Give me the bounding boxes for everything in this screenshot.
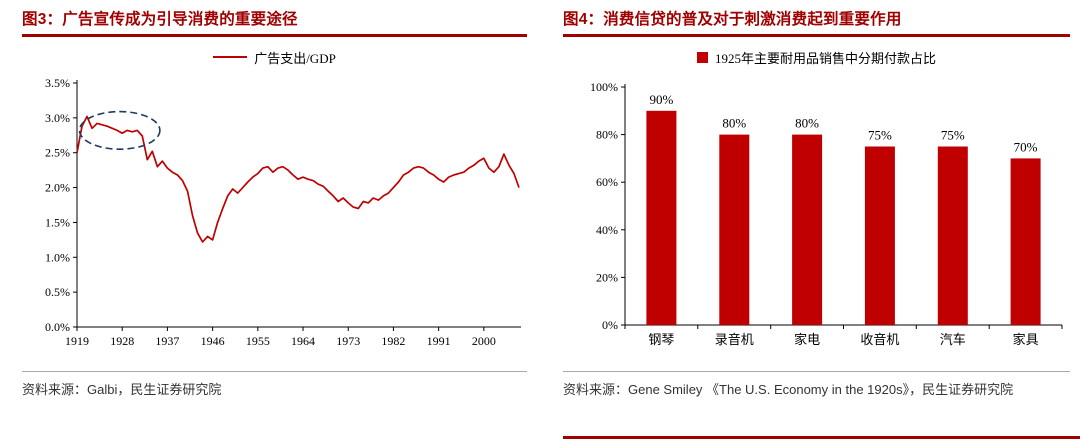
figure4-title: 图4：消费信贷的普及对于刺激消费起到重要作用 [563, 11, 902, 28]
svg-text:1991: 1991 [427, 334, 451, 348]
svg-text:3.5%: 3.5% [45, 76, 70, 90]
bar-3 [864, 146, 895, 325]
figure3-title: 图3：广告宣传成为引导消费的重要途径 [22, 11, 298, 28]
svg-text:家具: 家具 [1013, 332, 1039, 347]
svg-text:钢琴: 钢琴 [648, 332, 674, 347]
figure3-title-underline [22, 34, 527, 37]
figure4-panel: 图4：消费信贷的普及对于刺激消费起到重要作用 1925年主要耐用品销售中分期付款… [563, 0, 1070, 400]
figure3-legend-label: 广告支出/GDP [254, 50, 336, 66]
figure4-title-underline [563, 34, 1070, 37]
bar-5 [1010, 158, 1041, 325]
bar-4 [937, 146, 968, 325]
svg-text:100%: 100% [590, 80, 618, 94]
figure4-legend-label: 1925年主要耐用品销售中分期付款占比 [714, 50, 936, 66]
svg-text:1964: 1964 [291, 334, 315, 348]
svg-text:1919: 1919 [65, 334, 89, 348]
bar-chart-installment-share: 0% 20% 40% 60% 80% 100% 90% 钢琴 80% 录音机 80% 家电 75% 收音机… [590, 80, 1063, 347]
highlight-ellipse [78, 110, 161, 151]
svg-text:80%: 80% [596, 128, 618, 142]
svg-text:0.5%: 0.5% [45, 285, 70, 299]
bar-series-legend-marker [696, 51, 708, 63]
figure3-divider [22, 371, 527, 372]
svg-text:2000: 2000 [472, 334, 496, 348]
svg-text:75%: 75% [941, 128, 965, 143]
svg-text:1982: 1982 [381, 334, 405, 348]
bar-1 [719, 134, 750, 325]
svg-text:70%: 70% [1014, 139, 1038, 154]
svg-text:1928: 1928 [110, 334, 134, 348]
svg-text:0%: 0% [602, 318, 618, 332]
svg-text:2.0%: 2.0% [45, 181, 70, 195]
svg-text:收音机: 收音机 [860, 332, 899, 347]
figure3-legend: 广告支出/GDP [22, 47, 527, 67]
svg-text:80%: 80% [795, 116, 819, 131]
svg-text:1.5%: 1.5% [45, 215, 70, 229]
svg-text:90%: 90% [649, 92, 673, 107]
figure4-divider [563, 371, 1070, 372]
ad-spend-gdp-line [76, 115, 520, 243]
svg-text:80%: 80% [722, 116, 746, 131]
svg-text:0.0%: 0.0% [45, 320, 70, 334]
figure3-source: 资料来源：Galbi，民生证券研究院 [22, 382, 222, 397]
svg-text:汽车: 汽车 [940, 332, 966, 347]
svg-text:1.0%: 1.0% [45, 250, 70, 264]
svg-text:60%: 60% [596, 175, 618, 189]
bar-0 [646, 110, 677, 325]
figure4-legend: 1925年主要耐用品销售中分期付款占比 [563, 47, 1070, 67]
svg-text:20%: 20% [596, 270, 618, 284]
svg-text:75%: 75% [868, 128, 892, 143]
svg-text:录音机: 录音机 [715, 332, 754, 347]
svg-text:3.0%: 3.0% [45, 111, 70, 125]
line-series-legend-marker [213, 56, 248, 58]
svg-text:1973: 1973 [336, 334, 360, 348]
svg-text:1946: 1946 [201, 334, 225, 348]
bar-2 [792, 134, 823, 325]
svg-text:2.5%: 2.5% [45, 146, 70, 160]
svg-text:家电: 家电 [794, 332, 820, 347]
svg-text:1955: 1955 [246, 334, 270, 348]
line-chart-ad-spend-gdp: 0.0% 0.5% 1.0% 1.5% 2.0% 2.5% 3.0% 3.5% 1919 1928… [45, 76, 521, 348]
figure3-panel: 图3：广告宣传成为引导消费的重要途径 广告支出/GDP 0.0% 0.5% 1.0%… [22, 0, 527, 400]
svg-text:1937: 1937 [155, 334, 179, 348]
svg-text:40%: 40% [596, 223, 618, 237]
page-bottom-rule [563, 436, 1080, 439]
figure4-source: 资料来源：Gene Smiley 《The U.S. Economy in th… [563, 382, 1014, 397]
